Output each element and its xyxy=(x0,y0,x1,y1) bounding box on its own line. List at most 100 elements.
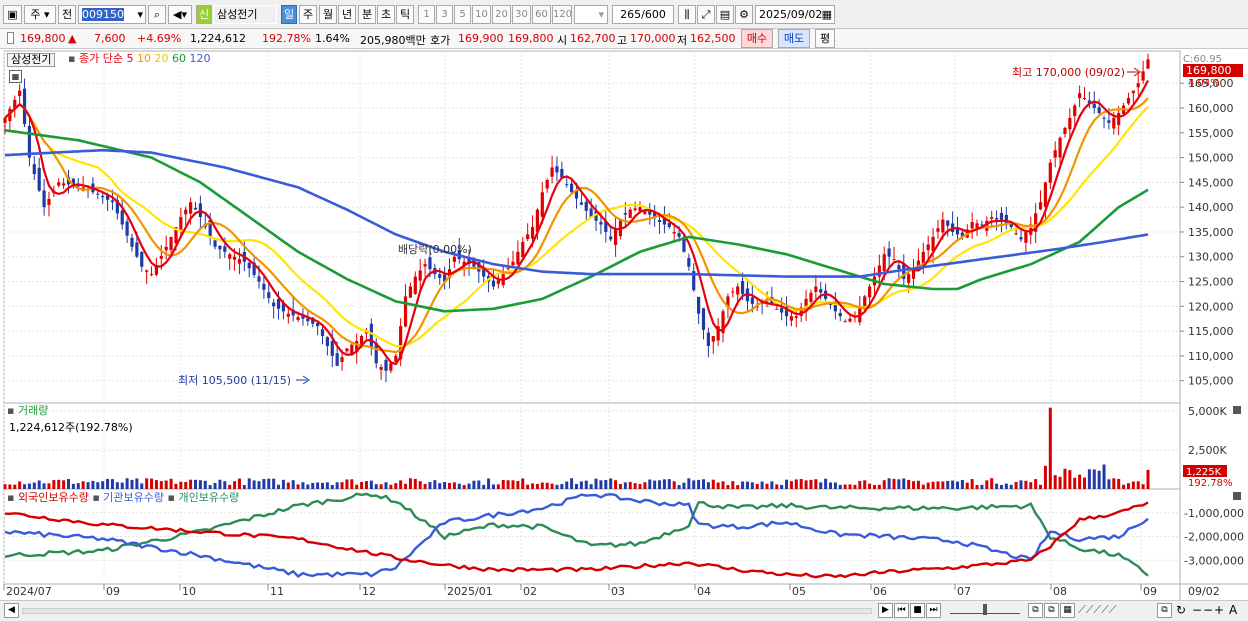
volume-bar xyxy=(936,481,940,489)
chart-settings-icon[interactable]: ▣ xyxy=(3,5,22,24)
candle-body xyxy=(677,232,681,237)
buy-button[interactable]: 매수 xyxy=(741,29,773,48)
line-tool-icon[interactable]: ⤢ xyxy=(697,5,715,24)
search-icon[interactable]: ⌕ xyxy=(148,5,166,24)
eval-button[interactable]: 평 xyxy=(815,29,835,48)
volume-bar xyxy=(1053,475,1057,489)
tab-second[interactable]: 초 xyxy=(377,5,395,24)
volume-bar xyxy=(799,479,803,489)
prev-button[interactable]: 전 xyxy=(58,5,76,24)
candle-body xyxy=(213,240,217,247)
timeline-bar: ◀ ▶ ⏮ ■ ⏭ ⧉ ⧉ ▦ ⟋⟋⟋⟋⟋ ⧉ ↻ − − + A xyxy=(0,600,1248,621)
drawing-tools-icon[interactable]: ⟋⟋⟋⟋⟋ xyxy=(1078,603,1117,616)
period-dropdown[interactable]: 주 ▾ xyxy=(24,5,56,24)
holdings-legend[interactable]: ▪ 외국인보유수량 ▪ 기관보유수량 ▪ 개인보유수량 xyxy=(7,492,239,504)
candle-body xyxy=(394,355,398,362)
chevron-down-icon[interactable]: ▾ xyxy=(137,8,143,21)
stock-code-input[interactable]: 009150 ▾ xyxy=(78,5,146,24)
candle-body xyxy=(516,251,520,265)
volume-bar xyxy=(57,479,61,489)
date-input[interactable]: 2025/09/02 ▦ xyxy=(755,5,835,24)
month-label: 2024/07 xyxy=(6,585,52,598)
bar-count-field[interactable]: 265/600 xyxy=(612,5,674,24)
interval-10[interactable]: 10 xyxy=(472,5,491,24)
high-arrow-icon xyxy=(1127,67,1141,77)
volume-legend[interactable]: ▪ 거래량 xyxy=(7,405,48,417)
price-tick-label: 130,000 xyxy=(1188,251,1234,264)
tab-week[interactable]: 주 xyxy=(299,5,317,24)
candle-body xyxy=(550,167,554,177)
tab-tick[interactable]: 틱 xyxy=(396,5,414,24)
chart-canvas[interactable]: 165,000 160,000 155,000 150,000 145,000 140,0… xyxy=(0,49,1248,601)
volume-bar xyxy=(448,482,451,489)
volume-panel-close-icon[interactable] xyxy=(1233,406,1241,414)
volume-bar xyxy=(1078,474,1082,489)
zoom-out-icon[interactable]: − xyxy=(1192,603,1203,617)
grid-icon[interactable]: ▦ xyxy=(1060,603,1075,618)
volume-bar xyxy=(379,484,383,489)
scroll-right-icon[interactable]: ▶ xyxy=(878,603,893,618)
window-icon[interactable]: ⧉ xyxy=(1157,603,1172,618)
tab-minute[interactable]: 분 xyxy=(358,5,376,24)
font-size-icon[interactable]: A xyxy=(1229,603,1238,617)
scroll-left-icon[interactable]: ◀ xyxy=(4,603,19,618)
gear-icon[interactable]: ⚙ xyxy=(735,5,753,24)
tab-month[interactable]: 월 xyxy=(319,5,337,24)
volume-bar xyxy=(506,480,510,489)
volume-bar xyxy=(819,482,823,489)
tab-day[interactable]: 일 xyxy=(281,5,297,24)
copy-icon[interactable]: ⧉ xyxy=(1028,603,1043,618)
zoom-in-icon[interactable]: ↻ xyxy=(1176,603,1187,617)
tab-year[interactable]: 년 xyxy=(338,5,356,24)
ma-legend[interactable]: ▪ 종가 단순 5 10 20 60 120 xyxy=(68,53,210,65)
volume-bar xyxy=(677,485,681,489)
chart-area[interactable]: 165,000 160,000 155,000 150,000 145,000 140,0… xyxy=(0,49,1248,621)
zoom-slider-handle[interactable] xyxy=(983,604,987,615)
sell-button[interactable]: 매도 xyxy=(778,29,810,48)
calendar-icon[interactable]: ▦ xyxy=(821,8,832,21)
interval-20[interactable]: 20 xyxy=(492,5,511,24)
timeline-scrollbar[interactable] xyxy=(22,608,872,614)
stop-icon[interactable]: ■ xyxy=(910,603,925,618)
interval-5[interactable]: 5 xyxy=(454,5,471,24)
volume-bar xyxy=(467,483,471,489)
candle-body xyxy=(1019,237,1023,240)
stock-name-field[interactable]: 삼성전기 xyxy=(213,5,277,24)
save-icon[interactable]: ▤ xyxy=(716,5,734,24)
speaker-icon[interactable]: ◀▾ xyxy=(168,5,192,24)
quote-bar: 169,800 ▲ 7,600 +4.69% 1,224,612 192.78%… xyxy=(0,29,1248,49)
volume-bar xyxy=(96,482,100,489)
volume-bar xyxy=(18,481,22,489)
custom-interval-dropdown[interactable]: ▾ xyxy=(574,5,608,24)
volume-bar xyxy=(355,484,359,489)
chevron-left-icon[interactable] xyxy=(7,32,14,44)
candle-body xyxy=(1087,100,1091,104)
individual-holdings-line xyxy=(4,492,1149,577)
volume-bar xyxy=(540,482,544,489)
volume-bar xyxy=(428,482,432,489)
rewind-icon[interactable]: ⏮ xyxy=(894,603,909,618)
interval-30[interactable]: 30 xyxy=(512,5,531,24)
interval-1[interactable]: 1 xyxy=(418,5,435,24)
plus-icon[interactable]: + xyxy=(1214,603,1225,617)
candle-body xyxy=(208,220,212,237)
candle-body xyxy=(1058,137,1062,158)
interval-60[interactable]: 60 xyxy=(532,5,551,24)
symbol-label[interactable]: 삼성전기 xyxy=(7,53,56,67)
candle-body xyxy=(863,296,867,310)
candle-body xyxy=(887,248,891,257)
candle-body xyxy=(858,306,862,323)
volume-bar xyxy=(457,483,461,489)
interval-120[interactable]: 120 xyxy=(552,5,572,24)
interval-3[interactable]: 3 xyxy=(436,5,453,24)
volume-bar xyxy=(321,482,324,489)
calculator-icon[interactable]: ▦ xyxy=(9,70,22,83)
candle-body xyxy=(589,208,593,218)
fast-forward-icon[interactable]: ⏭ xyxy=(926,603,941,618)
volume-bar xyxy=(550,483,554,489)
holdings-panel-close-icon[interactable] xyxy=(1233,492,1241,500)
zoom-out-alt-icon[interactable]: − xyxy=(1203,603,1214,617)
volume-bar xyxy=(863,480,867,489)
candle-type-icon[interactable]: ⫼ xyxy=(678,5,696,24)
copy-alt-icon[interactable]: ⧉ xyxy=(1044,603,1059,618)
